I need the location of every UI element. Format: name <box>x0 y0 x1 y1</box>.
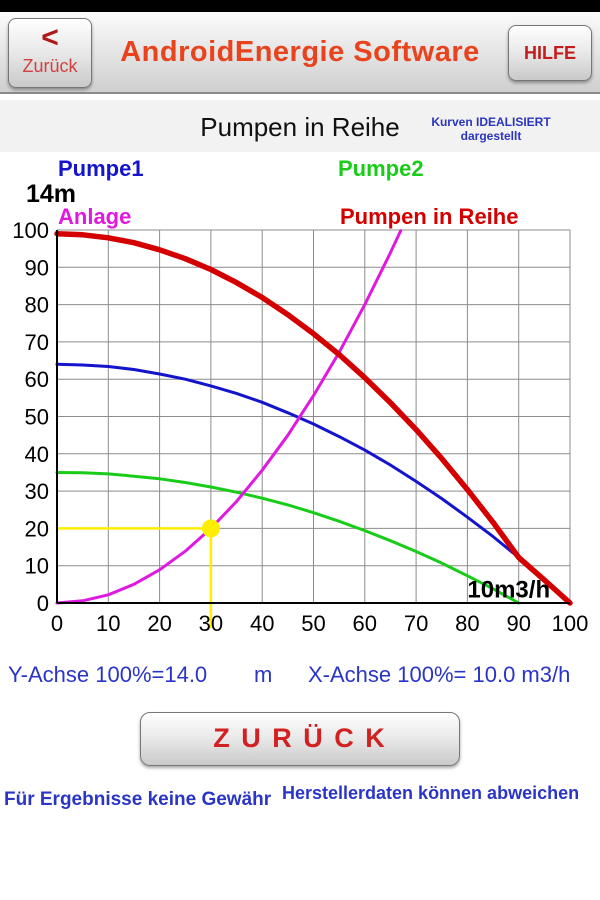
y-axis-scale-text: Y-Achse 100%=14.0 <box>8 662 208 687</box>
svg-text:70: 70 <box>404 611 428 636</box>
svg-text:40: 40 <box>25 442 49 467</box>
svg-text:80: 80 <box>25 293 49 318</box>
back-arrow-icon: < <box>41 21 59 54</box>
svg-text:20: 20 <box>25 516 49 541</box>
svg-text:80: 80 <box>455 611 479 636</box>
svg-text:10: 10 <box>25 554 49 579</box>
disclaimer-right: Herstellerdaten können abweichen <box>282 783 580 803</box>
svg-text:30: 30 <box>199 611 223 636</box>
svg-text:60: 60 <box>25 367 49 392</box>
x-axis-scale-text: X-Achse 100%= 10.0 m3/h <box>308 662 571 687</box>
disclaimer-left: Für Ergebnisse keine Gewähr <box>4 789 272 810</box>
header-bar: < Zurück AndroidEnergie Software HILFE <box>0 12 600 94</box>
svg-text:100: 100 <box>12 220 49 243</box>
idealized-note-line2: dargestellt <box>460 129 522 143</box>
svg-text:30: 30 <box>25 479 49 504</box>
legend-anlage: Anlage <box>58 204 132 229</box>
app-title: AndroidEnergie Software <box>120 36 480 68</box>
idealized-note-line1: Kurven IDEALISIERT <box>431 115 551 129</box>
svg-text:0: 0 <box>51 611 63 636</box>
svg-text:10: 10 <box>96 611 120 636</box>
help-button[interactable]: HILFE <box>508 25 592 81</box>
back-button[interactable]: < Zurück <box>8 18 92 88</box>
svg-text:0: 0 <box>37 591 49 616</box>
svg-text:40: 40 <box>250 611 274 636</box>
legend-pumpe1: Pumpe1 <box>58 156 144 181</box>
legend-pumpen-in-reihe: Pumpen in Reihe <box>340 204 519 229</box>
pump-chart-svg[interactable]: 0 10 20 30 40 50 60 70 80 90 100 0 10 20 30 40 50 60 70 80 9… <box>0 220 600 652</box>
y-axis-unit: m <box>254 662 273 687</box>
axis-scale-info: Y-Achse 100%=14.0 m X-Achse 100%= 10.0 m… <box>0 662 600 692</box>
back-button-label: Zurück <box>22 56 78 76</box>
svg-text:90: 90 <box>25 255 49 280</box>
svg-text:60: 60 <box>353 611 377 636</box>
legend-pumpe2: Pumpe2 <box>338 156 424 181</box>
svg-text:90: 90 <box>506 611 530 636</box>
svg-text:20: 20 <box>147 611 171 636</box>
subtitle-strip: Pumpen in Reihe <box>0 100 600 152</box>
svg-text:50: 50 <box>301 611 325 636</box>
y-axis-max-label: 14m <box>26 180 77 208</box>
svg-text:50: 50 <box>25 405 49 430</box>
page-title: Pumpen in Reihe <box>200 112 400 142</box>
svg-text:100: 100 <box>552 611 589 636</box>
svg-text:10m3/h: 10m3/h <box>467 576 550 603</box>
svg-text:70: 70 <box>25 330 49 355</box>
status-bar <box>0 0 600 12</box>
idealized-note: Kurven IDEALISIERT dargestellt <box>426 115 556 143</box>
zurueck-button[interactable]: Z U R Ü C K <box>140 712 460 766</box>
